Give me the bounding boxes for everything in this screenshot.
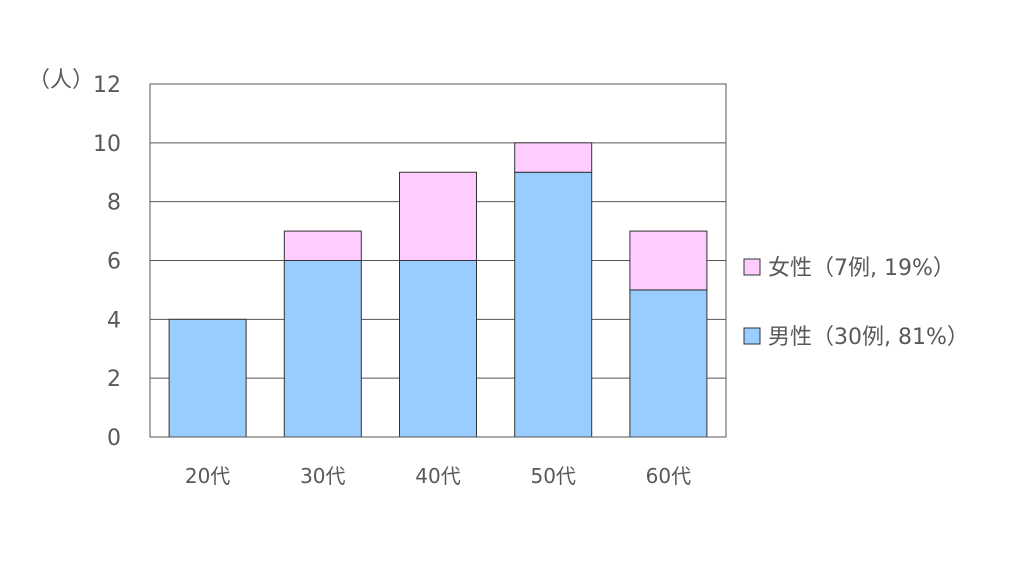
bar-male xyxy=(514,171,593,438)
y-tick-label: 6 xyxy=(107,250,121,275)
x-tick-label: 40代 xyxy=(415,464,460,488)
x-tick-label: 30代 xyxy=(300,464,345,488)
y-tick-label: 8 xyxy=(107,191,121,216)
y-tick-label: 10 xyxy=(93,132,121,157)
bar-female xyxy=(514,142,593,173)
bar-male xyxy=(399,260,477,438)
bar-female xyxy=(283,230,362,261)
bar-male xyxy=(629,289,708,438)
bar-male xyxy=(168,318,247,438)
legend-swatch xyxy=(743,258,761,276)
legend-label: 男性（30例, 81%） xyxy=(768,325,969,350)
y-tick-label: 12 xyxy=(93,73,121,98)
x-tick-label: 50代 xyxy=(530,464,575,488)
legend-label: 女性（7例, 19%） xyxy=(768,256,955,281)
y-axis-label: （人） xyxy=(28,68,94,93)
x-tick-label: 60代 xyxy=(646,464,691,488)
legend-swatch xyxy=(743,327,761,345)
y-tick-label: 2 xyxy=(107,367,121,392)
bar-female xyxy=(399,171,477,261)
y-tick-label: 0 xyxy=(107,426,121,451)
bar-male xyxy=(283,260,362,438)
x-tick-label: 20代 xyxy=(185,464,230,488)
y-tick-label: 4 xyxy=(107,308,121,333)
bar-female xyxy=(629,230,708,291)
